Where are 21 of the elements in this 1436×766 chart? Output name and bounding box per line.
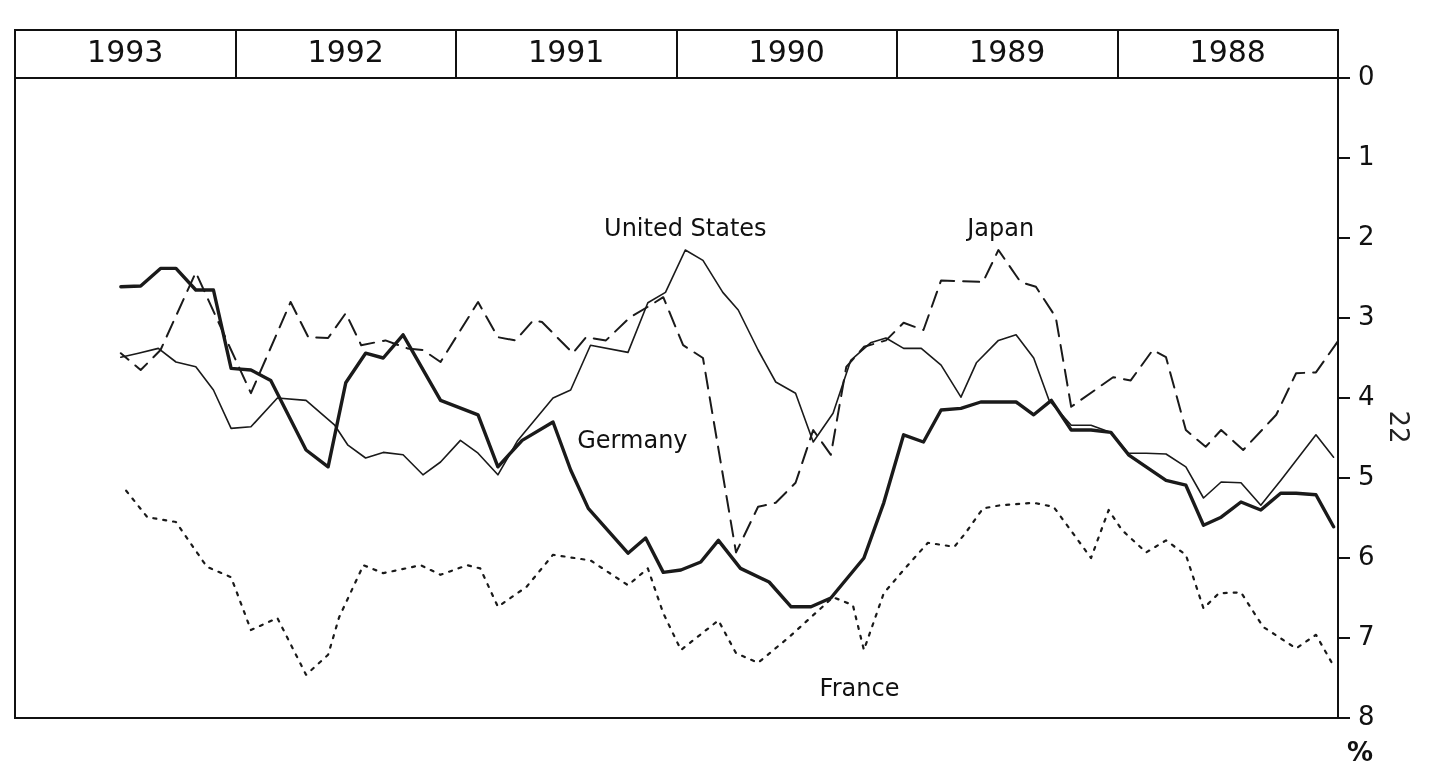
y-axis-title: % (1346, 736, 1374, 766)
series-label: Japan (965, 214, 1035, 243)
y-tick-label: 4 (1358, 380, 1375, 411)
y-tick-label: 6 (1358, 540, 1375, 571)
x-tick-label: 1988 (1189, 33, 1266, 69)
x-tick-label: 1990 (748, 33, 825, 69)
y-tick-label: 7 (1358, 620, 1375, 651)
x-tick-label: 1993 (87, 33, 164, 69)
series-label: United States (604, 214, 767, 243)
y-tick-label: 5 (1358, 460, 1375, 491)
y-tick-label: 0 (1358, 60, 1375, 91)
x-tick-label: 1989 (969, 33, 1046, 69)
y-tick-label: 1 (1358, 140, 1375, 171)
series-label: Germany (577, 426, 688, 455)
x-tick-label: 1992 (307, 33, 384, 69)
text: 22 (1383, 410, 1414, 444)
x-tick-label: 1991 (528, 33, 605, 69)
series-label: France (819, 674, 900, 703)
y-tick-label: 2 (1358, 220, 1375, 251)
y-tick-label: 8 (1358, 700, 1375, 731)
y-tick-label: 3 (1358, 300, 1375, 331)
